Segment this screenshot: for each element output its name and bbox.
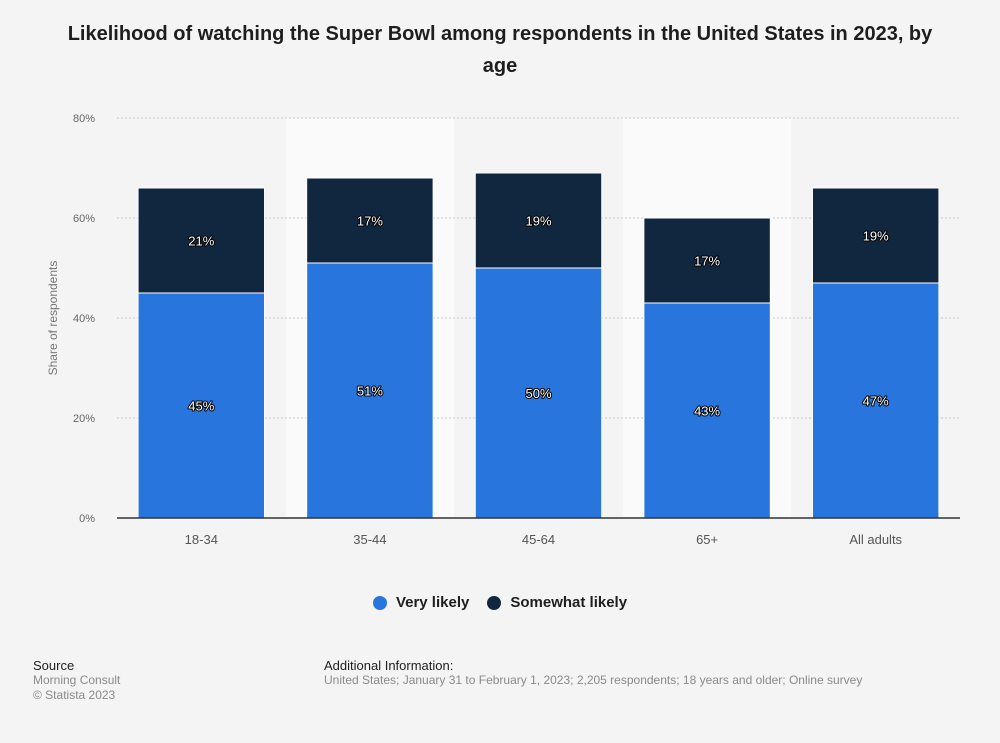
- y-tick-label: 80%: [73, 113, 95, 125]
- y-axis-title: Share of respondents: [46, 261, 60, 376]
- data-label: 19%: [525, 214, 551, 229]
- data-label: 43%: [694, 404, 720, 419]
- x-tick-label: 18-34: [185, 532, 218, 547]
- data-label: 19%: [863, 229, 889, 244]
- legend-label-somewhat-likely: Somewhat likely: [510, 594, 628, 611]
- additional-info-text: United States; January 31 to February 1,…: [324, 673, 863, 687]
- legend-swatch-very-likely: [372, 595, 387, 610]
- source-line[interactable]: Morning Consult: [33, 673, 121, 687]
- data-label: 45%: [188, 399, 214, 414]
- bar-somewhat-likely: [137, 187, 266, 294]
- source-heading: Source: [33, 658, 75, 673]
- y-tick-label: 60%: [73, 213, 95, 225]
- bar-somewhat-likely: [474, 172, 603, 269]
- bar-very-likely: [137, 292, 266, 519]
- x-tick-label: 45-64: [522, 532, 555, 547]
- copyright-line[interactable]: © Statista 2023: [33, 688, 116, 702]
- legend-swatch-somewhat-likely: [487, 595, 502, 610]
- additional-info-block: Additional Information: United States; J…: [324, 658, 862, 688]
- legend-label-very-likely: Very likely: [395, 594, 470, 611]
- legend-item-very-likely[interactable]: Very likely: [372, 594, 470, 611]
- data-label: 17%: [694, 254, 720, 269]
- y-tick-label: 20%: [73, 413, 95, 425]
- y-tick-label: 40%: [73, 313, 95, 325]
- bar-somewhat-likely: [643, 217, 771, 304]
- bar-very-likely: [643, 302, 771, 519]
- bar-chart: 0% 20% 40% 60% 80% Share of respondents 45% 21%…: [46, 113, 960, 547]
- bar-very-likely: [474, 267, 603, 519]
- additional-info-heading: Additional Information:: [324, 658, 454, 673]
- x-tick-label: 35-44: [353, 532, 386, 547]
- data-label: 47%: [863, 394, 889, 409]
- bar-somewhat-likely: [306, 177, 434, 264]
- legend: Very likely Somewhat likely: [0, 594, 1000, 611]
- chart-title: Likelihood of watching the Super Bowl am…: [67, 23, 933, 77]
- source-block: Source Morning Consult © Statista 2023: [33, 658, 120, 703]
- data-label: 17%: [357, 214, 383, 229]
- data-label: 51%: [357, 384, 383, 399]
- data-label: 21%: [188, 234, 214, 249]
- x-tick-label: All adults: [849, 532, 902, 547]
- bar-somewhat-likely: [811, 187, 940, 284]
- x-tick-label: 65+: [696, 532, 718, 547]
- legend-item-somewhat-likely[interactable]: Somewhat likely: [487, 594, 627, 611]
- data-label: 50%: [525, 386, 551, 401]
- y-tick-label: 0%: [79, 513, 95, 525]
